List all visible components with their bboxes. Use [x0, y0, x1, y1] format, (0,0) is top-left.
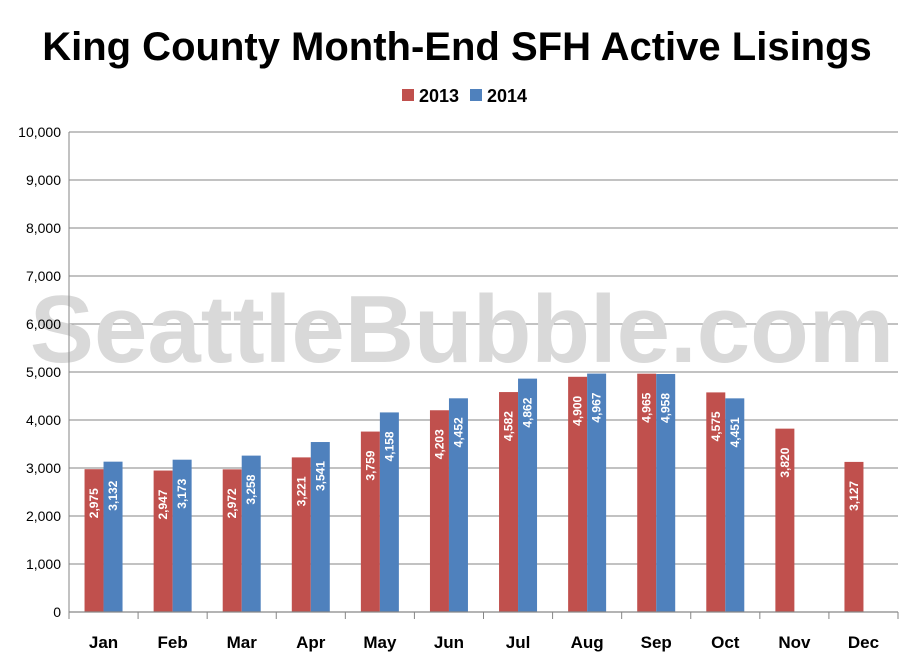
bar-2014-sep [656, 374, 676, 612]
gridlines [69, 131, 898, 613]
bar-2013-aug [568, 376, 588, 612]
legend-label-2013: 2013 [419, 86, 459, 106]
data-label: 3,820 [778, 447, 792, 477]
bar-2014-may [379, 412, 399, 612]
data-label: 4,158 [382, 431, 396, 461]
bar-2013-apr [291, 457, 311, 612]
y-tick-label: 2,000 [26, 508, 61, 524]
bar-2013-may [360, 431, 380, 612]
x-tick-label: Sep [641, 633, 672, 652]
bar-2013-jan [84, 469, 104, 612]
chart-title: King County Month-End SFH Active Lisings [42, 25, 872, 69]
bars: 2,975 3,132 2,947 3,173 2,972 3,258 3,221 3,541… [84, 373, 864, 612]
data-label: 3,258 [244, 474, 258, 504]
bar-2014-mar [241, 455, 261, 612]
y-tick-label: 0 [53, 604, 61, 620]
data-label: 3,541 [313, 461, 327, 491]
y-tick-label: 5,000 [26, 364, 61, 380]
legend-label-2014: 2014 [487, 86, 527, 106]
bar-2014-jul [518, 378, 538, 612]
data-label: 4,203 [432, 429, 446, 459]
bar-2014-aug [587, 373, 607, 612]
bar-2013-mar [222, 469, 242, 612]
data-label: 4,958 [659, 393, 673, 423]
x-tick-label: Jun [434, 633, 464, 652]
y-tick-label: 4,000 [26, 412, 61, 428]
x-tick-label: Jan [89, 633, 118, 652]
bar-2014-oct [725, 398, 745, 612]
bar-2014-jan [103, 461, 123, 612]
x-tick-label: Apr [296, 633, 326, 652]
data-label: 2,972 [225, 488, 239, 518]
bar-2014-feb [172, 459, 192, 612]
legend-swatch-2014 [470, 89, 482, 101]
y-axis: 0 1,000 2,000 3,000 4,000 5,000 6,000 7,000 8,00… [18, 124, 61, 620]
legend-swatch-2013 [402, 89, 414, 101]
y-tick-label: 7,000 [26, 268, 61, 284]
x-tick-label: Dec [848, 633, 879, 652]
bar-2013-feb [153, 470, 173, 612]
x-tick-label: Nov [778, 633, 811, 652]
data-label: 4,575 [709, 411, 723, 441]
data-label: 4,582 [502, 411, 516, 441]
data-label: 4,862 [521, 397, 535, 427]
y-tick-label: 8,000 [26, 220, 61, 236]
x-tick-label: May [363, 633, 397, 652]
bar-2014-jun [448, 398, 468, 612]
data-label: 4,452 [451, 417, 465, 447]
x-tick-label: Aug [571, 633, 604, 652]
data-label: 2,947 [156, 489, 170, 519]
data-label: 3,127 [847, 481, 861, 511]
bar-2013-oct [706, 392, 726, 612]
y-tick-label: 9,000 [26, 172, 61, 188]
bar-2013-nov [775, 428, 795, 612]
data-label: 4,900 [571, 395, 585, 425]
watermark-text: SeattleBubble.com [30, 276, 894, 383]
x-tick-label: Mar [227, 633, 258, 652]
y-tick-label: 6,000 [26, 316, 61, 332]
legend: 2013 2014 [402, 86, 527, 106]
bar-2013-jun [429, 410, 449, 612]
bar-2013-sep [637, 373, 657, 612]
data-label: 3,759 [363, 450, 377, 480]
data-label: 2,975 [87, 488, 101, 518]
bar-2013-jul [499, 392, 519, 612]
y-tick-label: 10,000 [18, 124, 61, 140]
x-tick-label: Jul [506, 633, 531, 652]
x-tick-label: Feb [158, 633, 188, 652]
y-tick-label: 1,000 [26, 556, 61, 572]
x-tick-label: Oct [711, 633, 740, 652]
data-label: 3,173 [175, 478, 189, 508]
bar-2014-apr [310, 442, 330, 612]
data-label: 3,132 [106, 480, 120, 510]
bar-2013-dec [844, 461, 864, 612]
data-label: 3,221 [294, 476, 308, 506]
x-axis: Jan Feb Mar Apr May Jun Jul Aug Sep Oct Nov Dec [68, 132, 899, 652]
data-label: 4,965 [640, 392, 654, 422]
y-tick-label: 3,000 [26, 460, 61, 476]
data-label: 4,967 [590, 392, 604, 422]
data-label: 4,451 [728, 417, 742, 447]
